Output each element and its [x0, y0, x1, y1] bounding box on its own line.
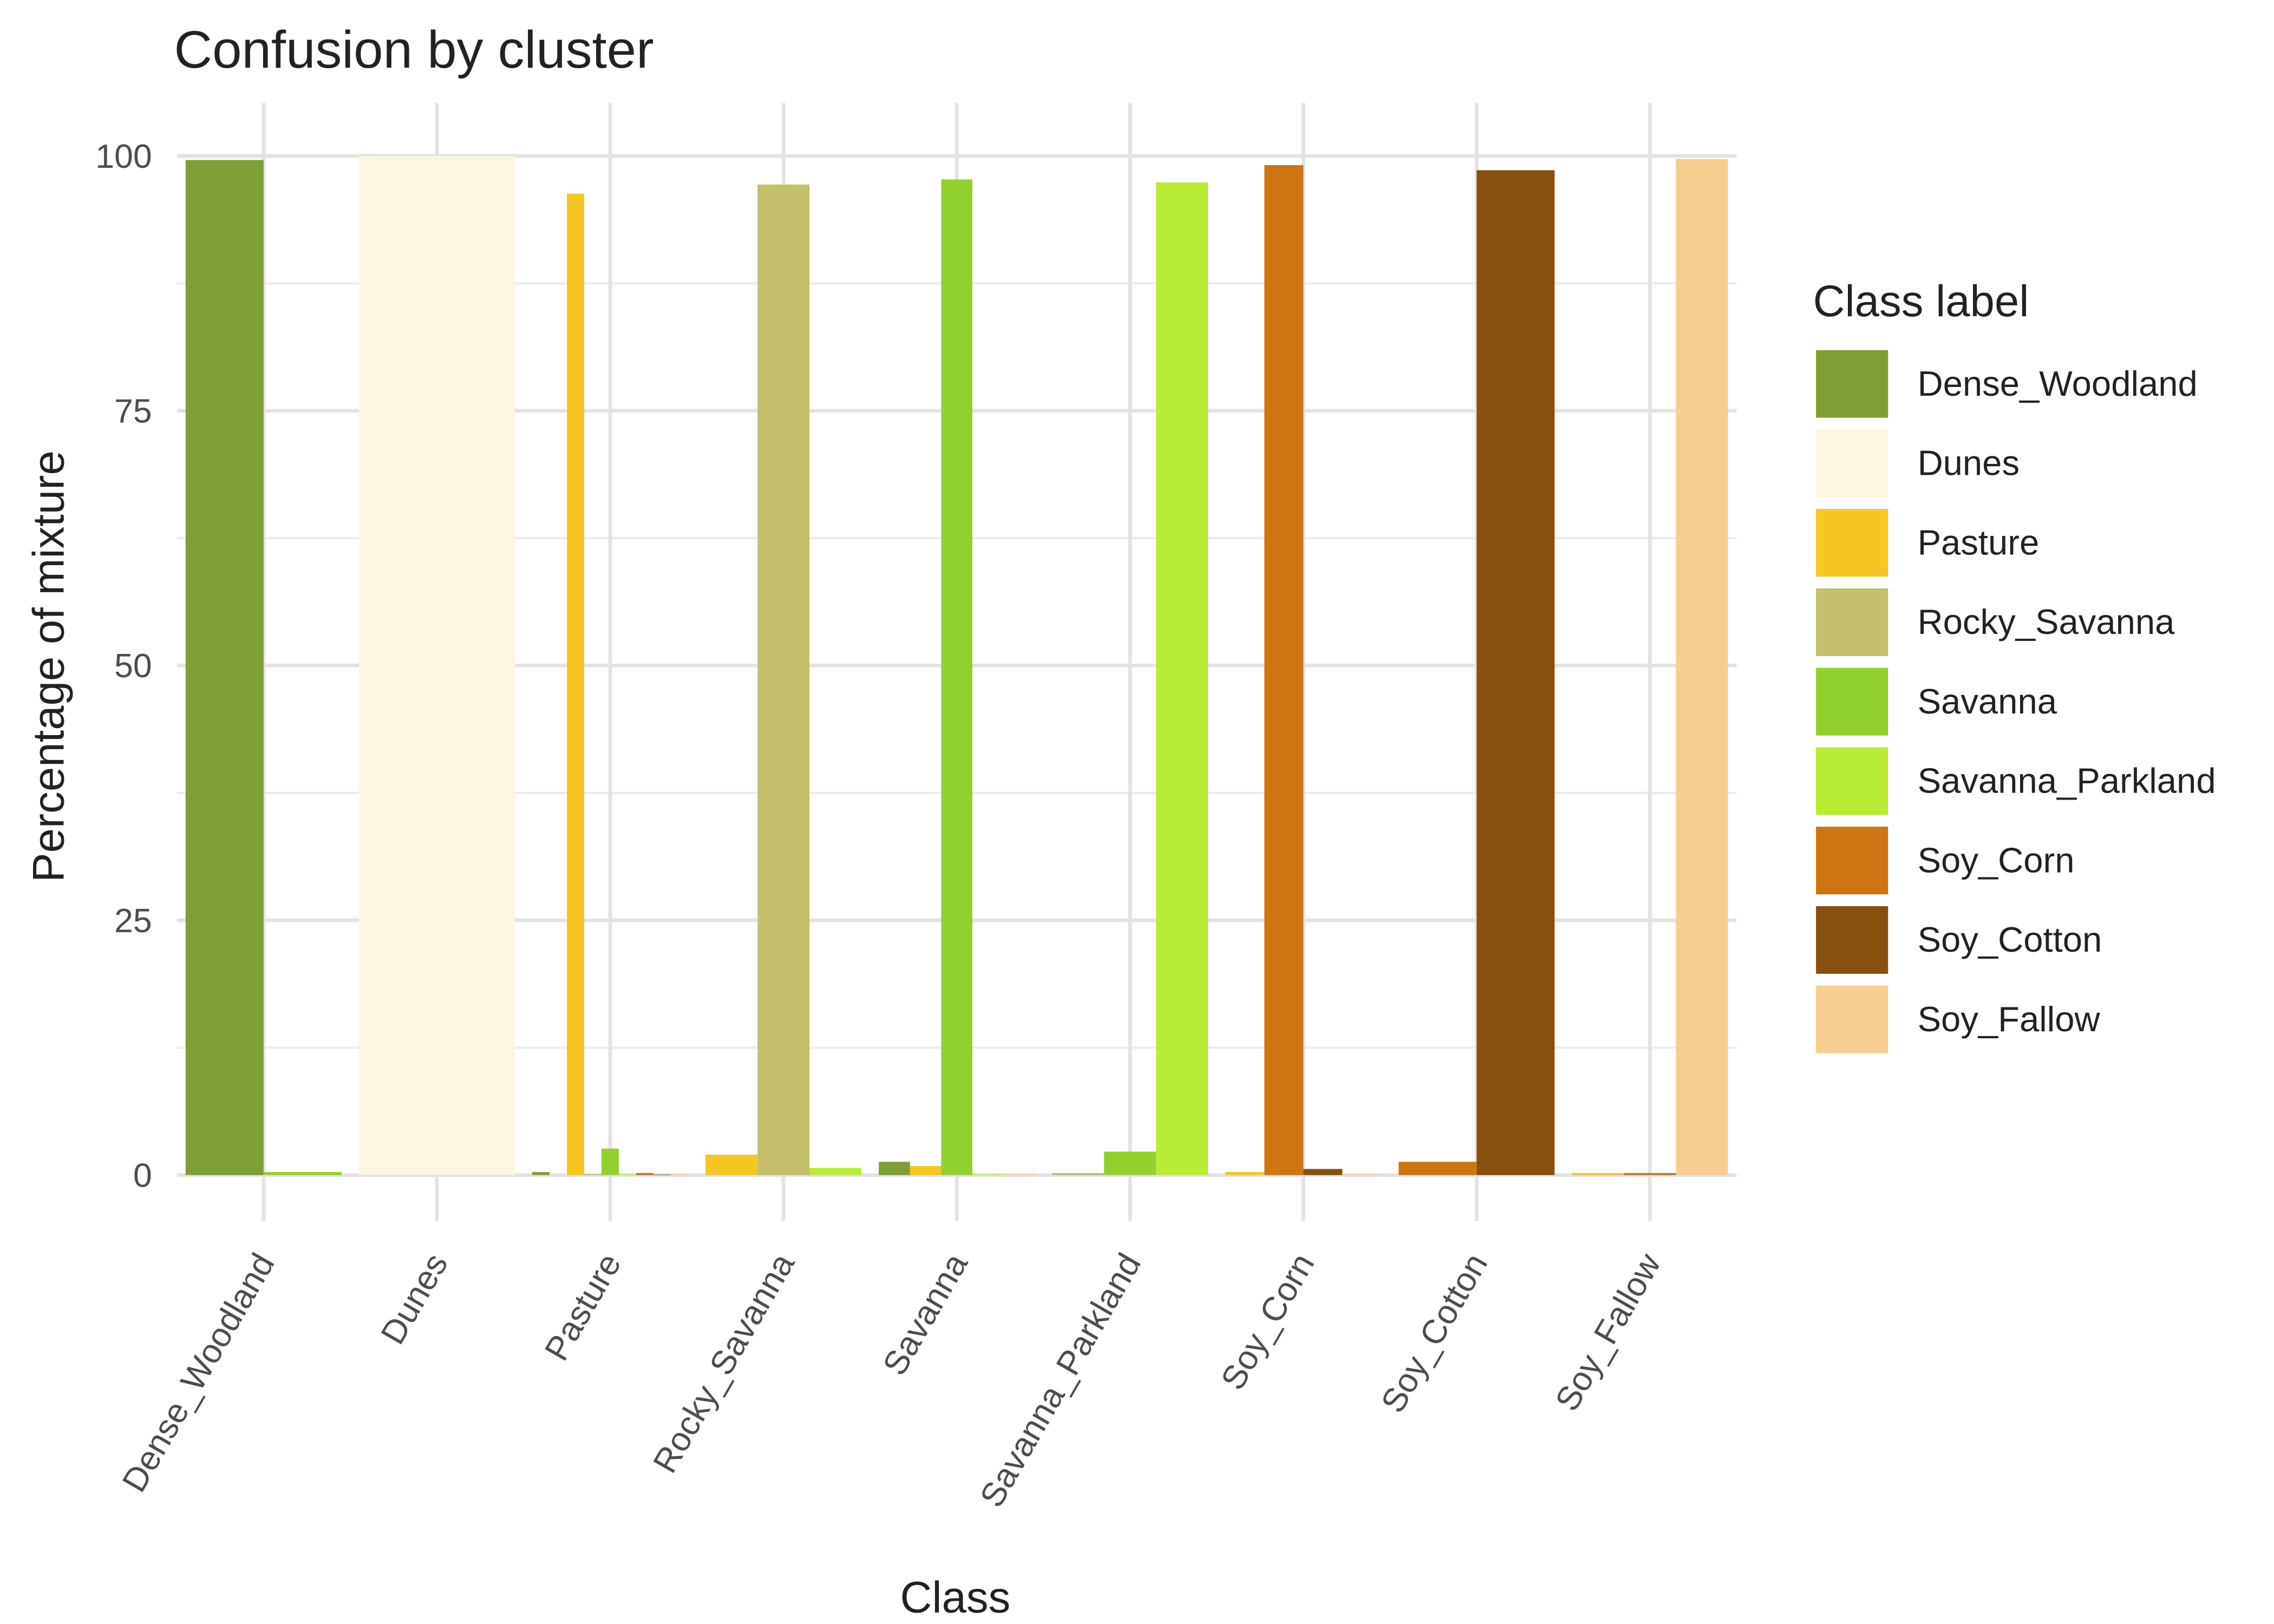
bar	[1624, 1173, 1676, 1175]
bar	[1476, 170, 1555, 1175]
legend-label: Soy_Cotton	[1918, 920, 2102, 959]
bar	[532, 1172, 550, 1175]
bar	[1225, 1172, 1265, 1175]
bar	[619, 1174, 637, 1175]
y-tick-label: 50	[114, 647, 152, 685]
legend-label: Soy_Corn	[1918, 840, 2075, 880]
legend-title: Class label	[1813, 277, 2029, 326]
legend-key	[1816, 985, 1889, 1053]
legend-label: Dense_Woodland	[1918, 364, 2198, 403]
bar	[809, 1168, 862, 1175]
bar	[1052, 1173, 1105, 1175]
legend-key	[1816, 667, 1889, 736]
bar	[263, 1172, 342, 1175]
bar	[1676, 159, 1728, 1175]
legend-label: Rocky_Savanna	[1918, 602, 2175, 641]
bar	[757, 184, 810, 1175]
bar	[972, 1174, 1004, 1175]
legend-key	[1816, 747, 1889, 815]
x-axis-label: Class	[900, 1573, 1010, 1622]
bar	[1342, 1174, 1382, 1175]
legend-label: Savanna	[1918, 682, 2057, 721]
bar	[358, 156, 515, 1175]
legend-label: Soy_Fallow	[1918, 999, 2101, 1039]
bar	[910, 1165, 942, 1175]
y-tick-label: 0	[133, 1156, 152, 1194]
bar	[879, 1162, 910, 1175]
bar	[1572, 1173, 1624, 1175]
bar	[584, 1174, 602, 1175]
bar	[1303, 1169, 1343, 1175]
legend-key	[1816, 906, 1889, 974]
bar	[636, 1173, 654, 1175]
legend-key	[1816, 429, 1889, 497]
bar	[1264, 165, 1304, 1175]
legend-key	[1816, 588, 1889, 656]
legend-key	[1816, 350, 1889, 418]
legend-label: Pasture	[1918, 522, 2040, 562]
y-tick-label: 25	[114, 902, 152, 940]
bar	[1399, 1162, 1477, 1175]
legend-key	[1816, 509, 1889, 577]
y-tick-label: 100	[95, 137, 152, 175]
bar	[1104, 1151, 1156, 1175]
bar	[1003, 1174, 1035, 1175]
bar	[941, 179, 972, 1175]
bar	[705, 1155, 758, 1175]
legend-key	[1816, 827, 1889, 895]
bar	[671, 1174, 689, 1175]
bar	[567, 193, 585, 1175]
chart-title: Confusion by cluster	[174, 19, 654, 79]
legend-label: Dunes	[1918, 443, 2020, 483]
legend-label: Savanna_Parkland	[1918, 761, 2216, 801]
bar	[602, 1148, 619, 1175]
y-axis-label: Percentage of mixture	[24, 450, 74, 882]
bar	[1156, 182, 1208, 1175]
bar	[185, 160, 264, 1175]
y-tick-label: 75	[114, 392, 152, 430]
